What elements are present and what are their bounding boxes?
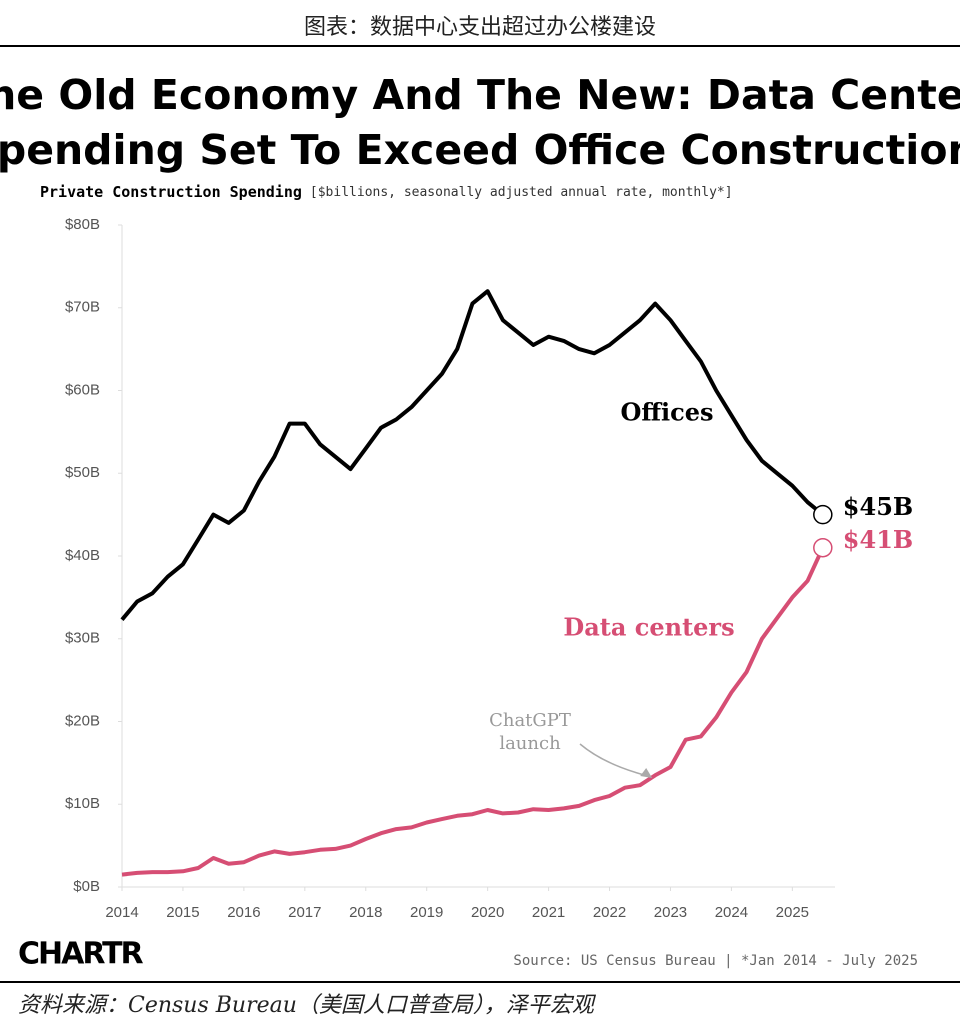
y-tick-label: $40B bbox=[65, 547, 100, 564]
line bbox=[121, 546, 825, 877]
subtitle-note: [$billions, seasonally adjusted annual r… bbox=[310, 185, 733, 200]
chart-title: The Old Economy And The New: Data Center bbox=[0, 71, 960, 119]
y-tick-label: $70B bbox=[65, 299, 100, 316]
x-tick-label: 2025 bbox=[776, 904, 809, 921]
chart-title: Spending Set To Exceed Office Constructi… bbox=[0, 126, 960, 174]
y-tick-label: $80B bbox=[65, 216, 100, 233]
y-tick-label: $60B bbox=[65, 381, 100, 398]
end-label: $45B bbox=[843, 492, 913, 521]
y-tick-label: $20B bbox=[65, 712, 100, 729]
end-label: $41B bbox=[843, 525, 913, 554]
x-tick-label: 2022 bbox=[593, 904, 626, 921]
subtitle-main: Private Construction Spending bbox=[40, 183, 302, 201]
line bbox=[120, 289, 825, 621]
y-tick-label: $50B bbox=[65, 464, 100, 481]
series-label: Data centers bbox=[563, 613, 734, 642]
header: 图表：数据中心支出超过办公楼建设 bbox=[304, 15, 656, 40]
x-tick-label: 2015 bbox=[166, 904, 199, 921]
end-point bbox=[813, 537, 833, 558]
series-label: Offices bbox=[620, 398, 713, 427]
annotation-arrow bbox=[579, 743, 649, 777]
source: Source: US Census Bureau | *Jan 2014 - J… bbox=[513, 953, 918, 969]
annotation: launch bbox=[499, 733, 561, 754]
x-tick-label: 2017 bbox=[288, 904, 321, 921]
y-tick-label: $0B bbox=[73, 878, 100, 895]
end-point bbox=[813, 504, 833, 525]
x-tick-label: 2023 bbox=[654, 904, 687, 921]
x-tick-label: 2018 bbox=[349, 904, 382, 921]
x-tick-label: 2019 bbox=[410, 904, 443, 921]
y-tick-label: $30B bbox=[65, 630, 100, 647]
x-tick-label: 2016 bbox=[227, 904, 260, 921]
subtitle: Private Construction Spending [$billions,… bbox=[40, 183, 733, 201]
x-tick-label: 2020 bbox=[471, 904, 504, 921]
x-tick-label: 2024 bbox=[715, 904, 748, 921]
x-tick-label: 2021 bbox=[532, 904, 565, 921]
annotation: ChatGPT bbox=[489, 710, 571, 731]
footer: 资料来源：Census Bureau（美国人口普查局），泽平宏观 bbox=[18, 993, 597, 1018]
y-tick-label: $10B bbox=[65, 795, 100, 812]
x-tick-label: 2014 bbox=[105, 904, 138, 921]
annotation-arrowhead bbox=[640, 768, 653, 778]
brand: CHARTR bbox=[18, 937, 144, 972]
